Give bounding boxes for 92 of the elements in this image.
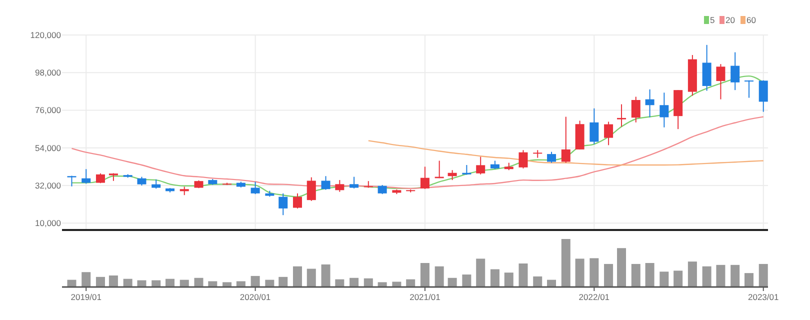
bar [490,269,500,287]
bar [265,280,274,287]
bar [504,272,514,287]
candlestick [292,192,302,209]
candlestick [660,92,669,128]
line-series [368,140,764,166]
x-tick-label: 2021/01 [410,292,441,302]
bar [604,264,614,287]
candlestick [278,192,288,216]
bar [250,276,260,287]
candlestick [152,178,161,190]
y-tick-label: 98,000 [35,68,62,78]
x-tick-label: 2019/01 [70,292,102,302]
candlestick [716,64,726,100]
candlestick [617,104,626,128]
bar [180,280,189,287]
candlestick [604,121,614,146]
bar [434,266,444,287]
candlestick [631,96,640,123]
bar [321,264,330,287]
bar [306,268,316,287]
candlestick [645,88,654,118]
bar [108,275,118,287]
candlestick [547,151,556,164]
candlestick [702,44,712,92]
candlestick [335,180,344,192]
bar [364,278,373,287]
bar [518,263,528,287]
bar [392,282,402,287]
bar [561,239,570,287]
bar [702,266,712,287]
legend-label: 5 [710,14,715,25]
bar [631,264,640,287]
bar [758,264,768,287]
bar [123,278,132,287]
candlestick [306,176,316,202]
bar [645,263,654,287]
bar [278,276,288,287]
candlestick [758,80,768,112]
bar [194,278,204,287]
bar [617,248,626,287]
candlestick [533,150,542,158]
candlestick [448,170,457,181]
candlestick [420,166,430,190]
bar [208,281,218,287]
candlestick [350,176,359,189]
bar [82,272,91,287]
bar [476,258,486,287]
bar [222,282,232,287]
candlestick [744,80,754,98]
bar [335,279,344,287]
candlestick [378,184,387,195]
legend-label: 60 [746,14,756,25]
candlestick [462,164,472,176]
candlestick [476,156,486,175]
candlestick [250,181,260,195]
y-tick-label: 32,000 [35,180,62,190]
y-tick-label: 10,000 [35,218,62,228]
bar [462,274,472,287]
bar [166,278,175,287]
candlestick [730,52,740,91]
candlestick [82,168,91,184]
y-tick-label: 54,000 [35,142,62,153]
bar [575,258,584,287]
x-tick-label: 2020/01 [240,292,271,302]
bar [96,276,105,287]
candlestick [321,176,330,190]
bar [674,270,683,287]
bar [406,279,416,287]
bar [716,264,726,287]
bar [547,280,556,287]
bar [236,281,246,287]
candlestick [590,108,599,145]
bar [688,262,697,287]
bar [660,272,669,287]
bar [533,276,542,287]
x-tick-label: 2023/01 [748,292,779,302]
bar [378,282,387,287]
bar [448,278,457,287]
candlestick [518,150,528,169]
bar [590,258,599,287]
bar [292,266,302,287]
x-tick-label: 2022/01 [578,292,610,302]
bar [67,280,76,287]
y-tick-label: 76,000 [35,105,62,116]
bar [744,273,754,287]
bar [350,278,359,287]
bar [730,264,740,287]
legend-label: 20 [726,14,736,25]
bar [420,263,430,287]
y-tick-label: 120,000 [30,30,62,40]
candlestick [561,116,570,164]
